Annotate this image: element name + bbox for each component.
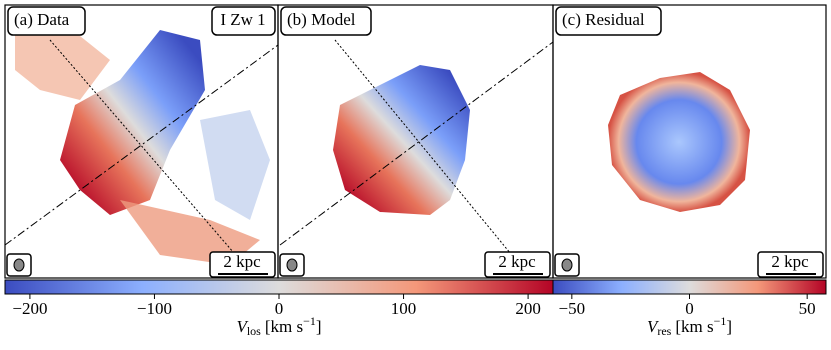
scale-label: 2 kpc (771, 252, 809, 271)
tick-label: −200 (12, 299, 47, 318)
colorbar (552, 279, 827, 295)
panel-label: (b) Model (287, 10, 356, 29)
panel-residual-map (608, 72, 750, 212)
label-part: V (236, 317, 249, 336)
label-part: −1 (303, 314, 316, 328)
label-box (555, 6, 662, 36)
tick-label: 100 (391, 299, 417, 318)
tick-label: 0 (685, 299, 694, 318)
panel-model-map (279, 39, 553, 266)
label-part: los (247, 324, 261, 338)
scale-label: 2 kpc (498, 252, 536, 271)
scale-box (209, 251, 276, 278)
label-part: [km s (675, 317, 713, 336)
label-part: [km s (265, 317, 303, 336)
tick-label: 50 (799, 299, 816, 318)
label-part: res (657, 324, 671, 338)
scale-box (484, 251, 551, 278)
panel-label: (c) Residual (562, 10, 645, 29)
label-box (280, 6, 372, 36)
label-box (7, 6, 86, 36)
tick-label: 0 (275, 299, 284, 318)
scale-label: 2 kpc (223, 252, 261, 271)
label-part: −1 (714, 314, 727, 328)
label-part: ] (316, 317, 322, 336)
label-part: V (647, 317, 660, 336)
beam (6, 253, 580, 277)
panel-frame (552, 4, 827, 279)
tick-label: −50 (559, 299, 586, 318)
colorbar-label: Vres [km s−1] (647, 314, 732, 338)
label-box (211, 6, 276, 36)
object-label: I Zw 1 (220, 10, 265, 29)
tick-label: 200 (515, 299, 541, 318)
label-part: ] (726, 317, 732, 336)
scale-box (757, 251, 824, 278)
panel-data-map (5, 20, 278, 265)
panel-label: (a) Data (14, 10, 70, 29)
tick-label: −100 (137, 299, 172, 318)
colorbar (4, 279, 554, 295)
colorbar-label: Vlos [km s−1] (236, 314, 321, 338)
